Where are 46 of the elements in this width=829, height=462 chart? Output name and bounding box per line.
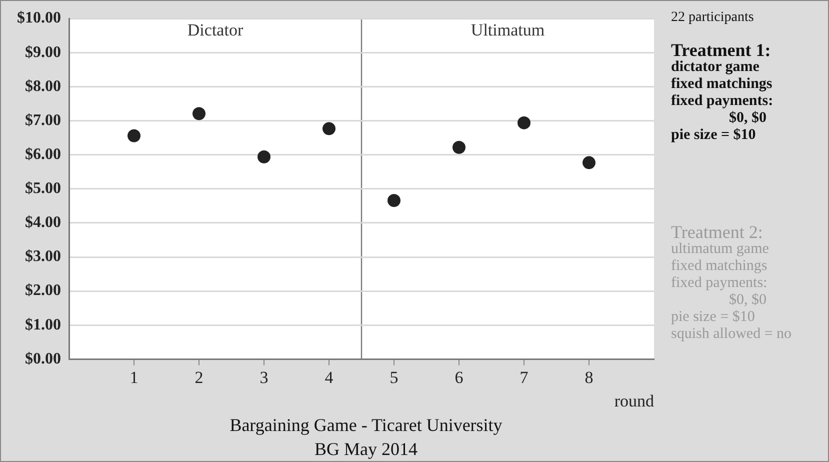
text: squish allowed = no (671, 326, 793, 343)
text: dictator game (671, 59, 760, 76)
text: Bargaining Game - Ticaret University (228, 414, 504, 437)
y-tick-label: $8.00 (25, 78, 61, 95)
y-tick-label: $10.00 (17, 10, 61, 27)
x-tick-label: 4 (324, 368, 334, 387)
point (388, 194, 400, 207)
text: fixed payments: (671, 275, 768, 292)
point (582, 156, 596, 170)
x-axis-title: round (614, 391, 654, 410)
text: Treatment 2: (671, 222, 764, 242)
y-tick-label: $4.00 (25, 214, 61, 232)
x-tick-label: 3 (260, 368, 268, 387)
band-label: Dictator (187, 20, 244, 40)
y-tick-label: $3.00 (25, 248, 61, 266)
point (128, 129, 140, 142)
point (518, 116, 530, 130)
text: BG May 2014 (314, 438, 418, 461)
y-tick-label: $9.00 (25, 44, 61, 61)
x-tick-label: 1 (130, 368, 138, 387)
x-tick-label: 8 (584, 368, 594, 387)
text: Treatment 1: (671, 40, 772, 60)
text: pie size = $10 (671, 127, 757, 144)
point (452, 140, 466, 154)
text: fixed payments: (671, 93, 774, 110)
text: $0, $0 (728, 292, 768, 309)
y-tick-label: $0.00 (25, 350, 61, 368)
y-tick-label: $1.00 (25, 316, 61, 334)
point (322, 122, 336, 136)
x-tick-label: 7 (520, 368, 529, 387)
text: fixed matchings (671, 76, 774, 93)
text: fixed matchings (671, 258, 768, 275)
y-tick-label: $6.00 (25, 146, 61, 163)
x-tick-label: 2 (194, 368, 204, 387)
text: 22 participants (671, 9, 755, 26)
y-tick-label: $7.00 (25, 112, 61, 129)
x-tick-label: 5 (390, 368, 398, 387)
band-label: Ultimatum (470, 20, 545, 40)
point (258, 150, 270, 164)
text: pie size = $10 (671, 309, 756, 326)
x-tick-label: 6 (454, 368, 464, 387)
text: ultimatum game (671, 241, 770, 258)
y-tick-label: $5.00 (25, 180, 61, 198)
point (192, 107, 206, 120)
text: $0, $0 (728, 110, 768, 127)
y-tick-label: $2.00 (25, 282, 61, 300)
